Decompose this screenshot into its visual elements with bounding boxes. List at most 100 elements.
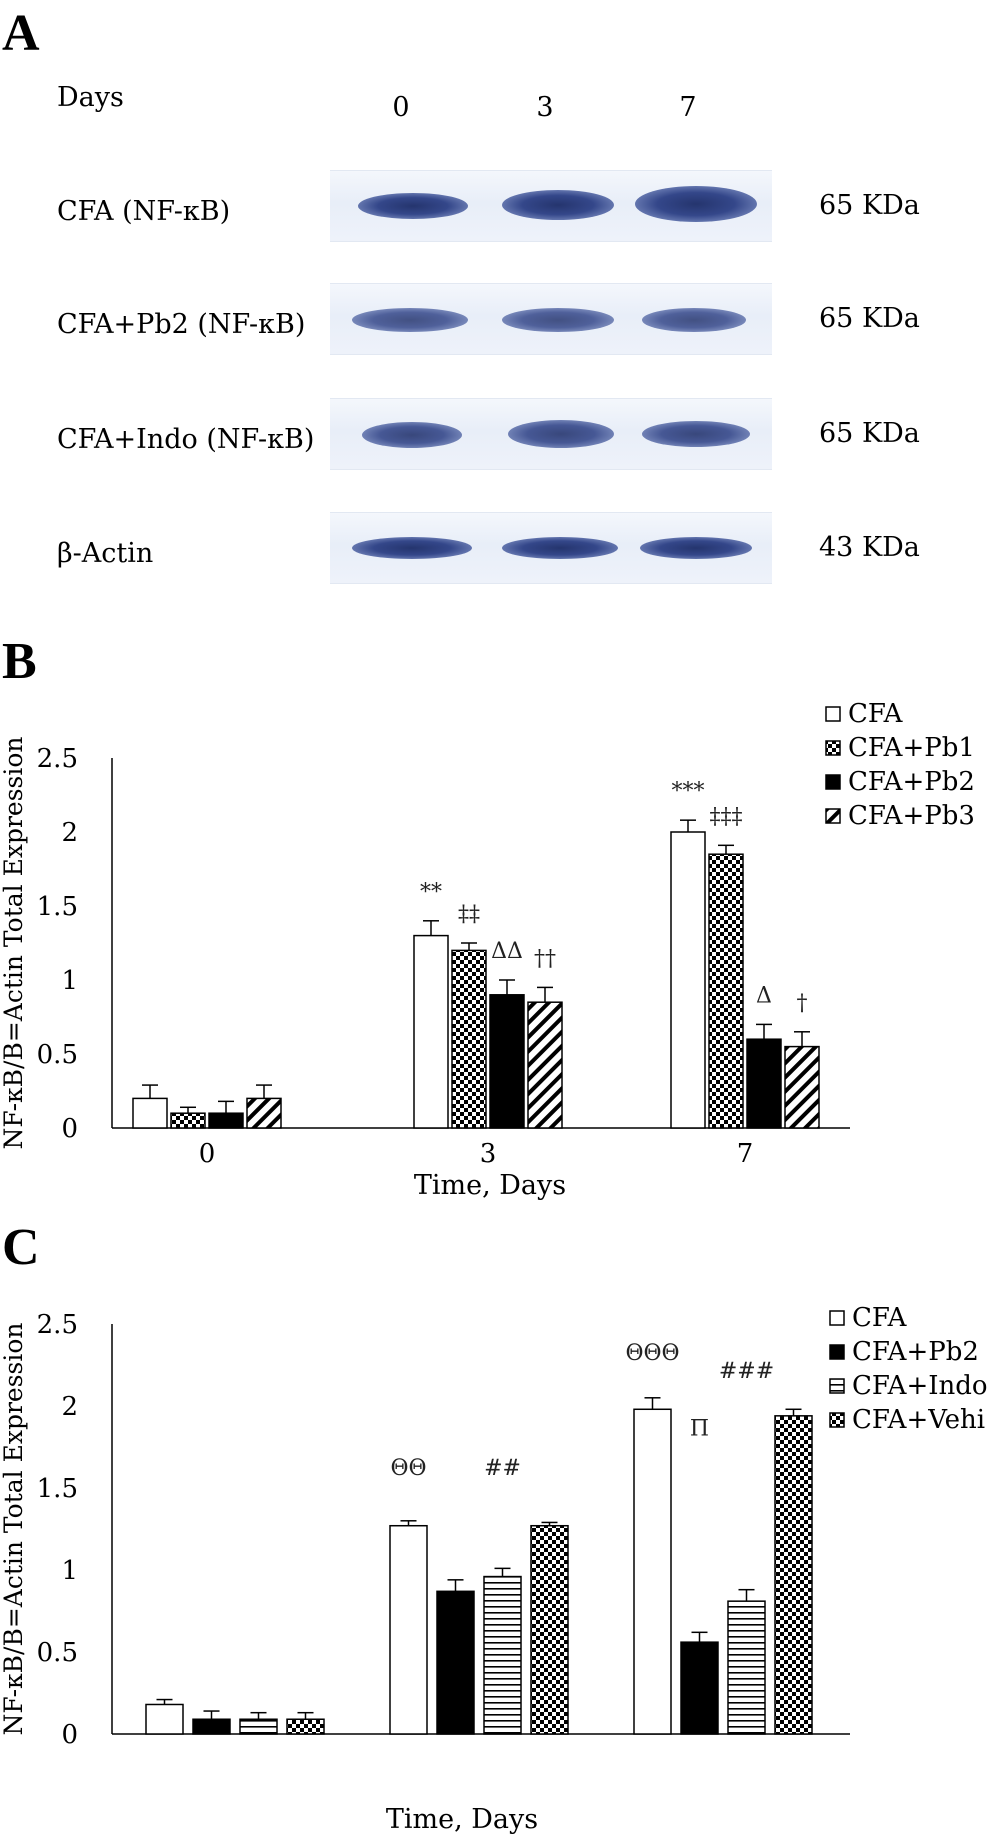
blot-band bbox=[352, 537, 472, 559]
y-tick-label: 1.5 bbox=[37, 892, 78, 922]
x-tick-label: 7 bbox=[737, 1139, 754, 1169]
blot-strip-cfa bbox=[330, 170, 772, 242]
blot-band bbox=[362, 422, 462, 448]
bar-cfa-pb2 bbox=[680, 1641, 719, 1735]
legend-label-cfa: CFA bbox=[848, 700, 904, 729]
blot-band bbox=[640, 537, 752, 559]
x-tick-label: 3 bbox=[480, 1139, 497, 1169]
day-label-7: 7 bbox=[679, 92, 697, 123]
y-tick-label: 1 bbox=[61, 1556, 78, 1586]
bar-cfa-pb3 bbox=[527, 1001, 563, 1129]
legend-swatch-cfa-pb2 bbox=[825, 774, 841, 790]
x-axis-title: Time, Days bbox=[414, 1170, 566, 1201]
panel-a-letter: A bbox=[2, 5, 40, 62]
legend-label-cfa-pb2: CFA+Pb2 bbox=[848, 767, 975, 797]
bar-cfa-pb1 bbox=[170, 1112, 206, 1129]
y-axis-title: NF-κB/B=Actin Total Expression bbox=[0, 1322, 28, 1735]
significance-marker: ‡‡ bbox=[458, 902, 480, 927]
blot-strip-beta-actin bbox=[330, 512, 772, 584]
panel-b-letter: B bbox=[2, 633, 37, 690]
significance-marker: Δ bbox=[756, 983, 772, 1008]
significance-marker: ## bbox=[484, 1456, 521, 1481]
bar-cfa-indo bbox=[239, 1718, 278, 1735]
bar-cfa bbox=[633, 1408, 672, 1735]
bar-cfa-pb2 bbox=[192, 1718, 231, 1735]
bar-cfa bbox=[670, 831, 706, 1129]
bar-cfa-indo bbox=[727, 1600, 766, 1735]
blot-band bbox=[642, 308, 746, 332]
y-tick-label: 2 bbox=[61, 1392, 78, 1422]
bar-cfa-vehi bbox=[530, 1524, 569, 1735]
blot-strip-cfa-pb2 bbox=[330, 283, 772, 355]
legend-label-cfa-pb3: CFA+Pb3 bbox=[848, 801, 975, 831]
y-tick-label: 0 bbox=[61, 1114, 78, 1144]
blot-band bbox=[635, 186, 757, 222]
molecular-weight-label: 65 KDa bbox=[819, 303, 920, 334]
legend-swatch-cfa bbox=[829, 1310, 845, 1326]
molecular-weight-label: 43 KDa bbox=[819, 532, 920, 563]
bar-cfa-pb2 bbox=[436, 1590, 475, 1735]
significance-marker: ΘΘ bbox=[390, 1456, 426, 1481]
y-tick-label: 2 bbox=[61, 818, 78, 848]
legend-label-cfa-pb1: CFA+Pb1 bbox=[848, 733, 975, 763]
days-header: Days bbox=[57, 82, 124, 113]
y-tick-label: 2.5 bbox=[37, 744, 78, 774]
blot-band bbox=[502, 537, 618, 559]
legend-swatch-cfa-indo bbox=[829, 1378, 845, 1394]
blot-strip-cfa-indo bbox=[330, 398, 772, 470]
blot-band bbox=[352, 308, 468, 332]
blot-band bbox=[358, 193, 468, 219]
x-axis-title: Time, Days bbox=[386, 1804, 538, 1835]
y-tick-label: 2.5 bbox=[37, 1310, 78, 1340]
legend-label-cfa-indo: CFA+Indo bbox=[852, 1371, 988, 1401]
bar-cfa-pb3 bbox=[246, 1097, 282, 1129]
day-label-3: 3 bbox=[536, 92, 554, 123]
x-tick-label: 0 bbox=[199, 1139, 216, 1169]
blot-band bbox=[502, 308, 614, 332]
y-tick-label: 1.5 bbox=[37, 1474, 78, 1504]
bar-cfa-pb1 bbox=[451, 949, 487, 1129]
blot-row-label-beta-actin: β-Actin bbox=[57, 538, 154, 569]
bar-cfa-pb2 bbox=[208, 1112, 244, 1129]
legend-swatch-cfa-pb3 bbox=[825, 808, 841, 824]
bar-cfa-indo bbox=[483, 1575, 522, 1735]
bar-cfa-pb1 bbox=[708, 853, 744, 1129]
y-tick-label: 0 bbox=[61, 1720, 78, 1750]
blot-band bbox=[642, 421, 750, 447]
bar-cfa bbox=[145, 1703, 184, 1735]
legend-swatch-cfa-pb2 bbox=[829, 1344, 845, 1360]
panel-c-letter: C bbox=[2, 1219, 40, 1276]
blot-row-label-cfa-pb2: CFA+Pb2 (NF-κB) bbox=[57, 309, 306, 340]
significance-marker: ** bbox=[420, 880, 442, 905]
bar-cfa-pb2 bbox=[746, 1038, 782, 1129]
y-axis-title: NF-κB/B=Actin Total Expression bbox=[0, 736, 28, 1149]
legend-label-cfa: CFA bbox=[852, 1303, 908, 1333]
day-label-0: 0 bbox=[392, 92, 410, 123]
legend-swatch-cfa-vehi bbox=[829, 1412, 845, 1428]
y-tick-label: 0.5 bbox=[37, 1638, 78, 1668]
blot-row-label-cfa: CFA (NF-κB) bbox=[57, 196, 231, 227]
significance-marker: Π bbox=[690, 1417, 709, 1442]
significance-marker: †† bbox=[534, 946, 556, 971]
y-tick-label: 1 bbox=[61, 966, 78, 996]
significance-marker: ΔΔ bbox=[491, 939, 523, 964]
legend-label-cfa-pb2: CFA+Pb2 bbox=[852, 1337, 979, 1367]
significance-marker: ΘΘΘ bbox=[625, 1341, 679, 1366]
bar-cfa bbox=[389, 1524, 428, 1735]
significance-marker: ### bbox=[719, 1359, 774, 1384]
bar-cfa-vehi bbox=[774, 1415, 813, 1735]
blot-band bbox=[502, 190, 614, 220]
bar-cfa bbox=[413, 934, 449, 1129]
bar-cfa-vehi bbox=[286, 1718, 325, 1735]
y-tick-label: 0.5 bbox=[37, 1040, 78, 1070]
significance-marker: ‡‡‡ bbox=[710, 804, 743, 829]
legend-swatch-cfa-pb1 bbox=[825, 740, 841, 756]
blot-band bbox=[508, 420, 614, 448]
significance-marker: *** bbox=[672, 779, 705, 804]
bar-chart-b: 0 0.5 1 1.5 2 2.5 NF-κB/B=Actin Total Expressi… bbox=[0, 700, 975, 1201]
significance-marker: † bbox=[797, 991, 808, 1016]
bar-cfa-pb3 bbox=[784, 1045, 820, 1129]
legend-swatch-cfa bbox=[825, 706, 841, 722]
bar-chart-c: 0 0.5 1 1.5 2 2.5 NF-κB/B=Actin Total Expressi… bbox=[0, 1303, 988, 1835]
legend-label-cfa-vehi: CFA+Vehi bbox=[852, 1405, 985, 1435]
